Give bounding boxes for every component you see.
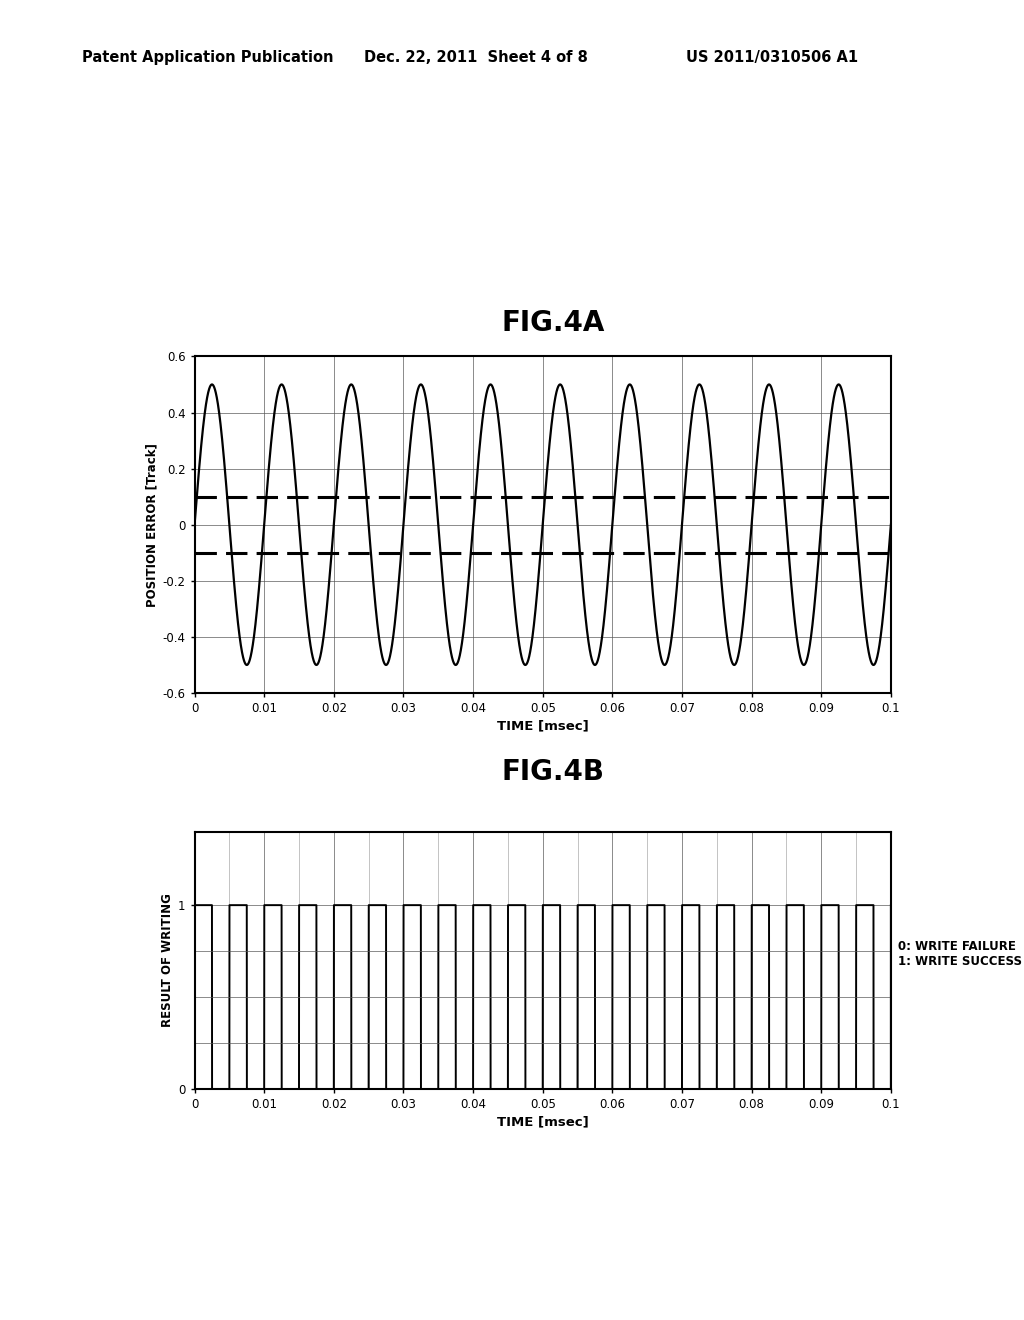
Text: Patent Application Publication: Patent Application Publication [82,50,334,65]
Text: FIG.4B: FIG.4B [502,758,604,787]
X-axis label: TIME [msec]: TIME [msec] [497,1115,589,1129]
Y-axis label: RESULT OF WRITING: RESULT OF WRITING [161,894,174,1027]
Text: US 2011/0310506 A1: US 2011/0310506 A1 [686,50,858,65]
X-axis label: TIME [msec]: TIME [msec] [497,719,589,733]
Text: Dec. 22, 2011  Sheet 4 of 8: Dec. 22, 2011 Sheet 4 of 8 [364,50,588,65]
Y-axis label: POSITION ERROR [Track]: POSITION ERROR [Track] [145,442,159,607]
Text: FIG.4A: FIG.4A [502,309,604,338]
Text: 0: WRITE FAILURE
1: WRITE SUCCESS: 0: WRITE FAILURE 1: WRITE SUCCESS [898,940,1022,968]
